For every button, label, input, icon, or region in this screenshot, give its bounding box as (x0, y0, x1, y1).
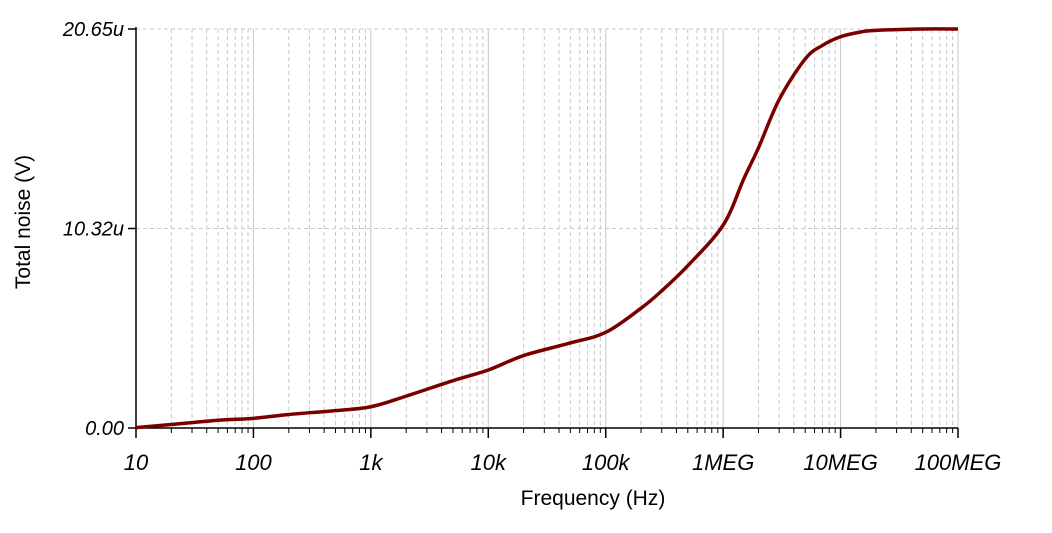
chart-axes (128, 27, 959, 438)
y-tick-label: 10.32u (63, 219, 124, 241)
x-tick-label: 1MEG (692, 450, 754, 475)
y-tick-label: 0.00 (85, 418, 124, 440)
x-tick-label: 10k (471, 450, 507, 475)
y-tick-label: 20.65u (62, 19, 124, 41)
x-tick-label: 100MEG (915, 450, 1002, 475)
chart-grid (136, 28, 959, 428)
x-axis-label: Frequency (Hz) (521, 487, 666, 510)
x-tick-label: 10 (124, 450, 149, 475)
x-tick-label: 1k (359, 450, 383, 475)
y-axis-label: Total noise (V) (12, 155, 35, 289)
noise-series-line (135, 27, 959, 430)
x-tick-labels: 10 100 1k 10k 100k 1MEG 10MEG 100MEG (124, 450, 1002, 475)
y-tick-labels: 0.00 10.32u 20.65u (62, 19, 124, 440)
x-tick-label: 100k (582, 450, 631, 475)
x-tick-label: 100 (235, 450, 272, 475)
x-tick-label: 10MEG (803, 450, 878, 475)
series-group (135, 27, 959, 430)
